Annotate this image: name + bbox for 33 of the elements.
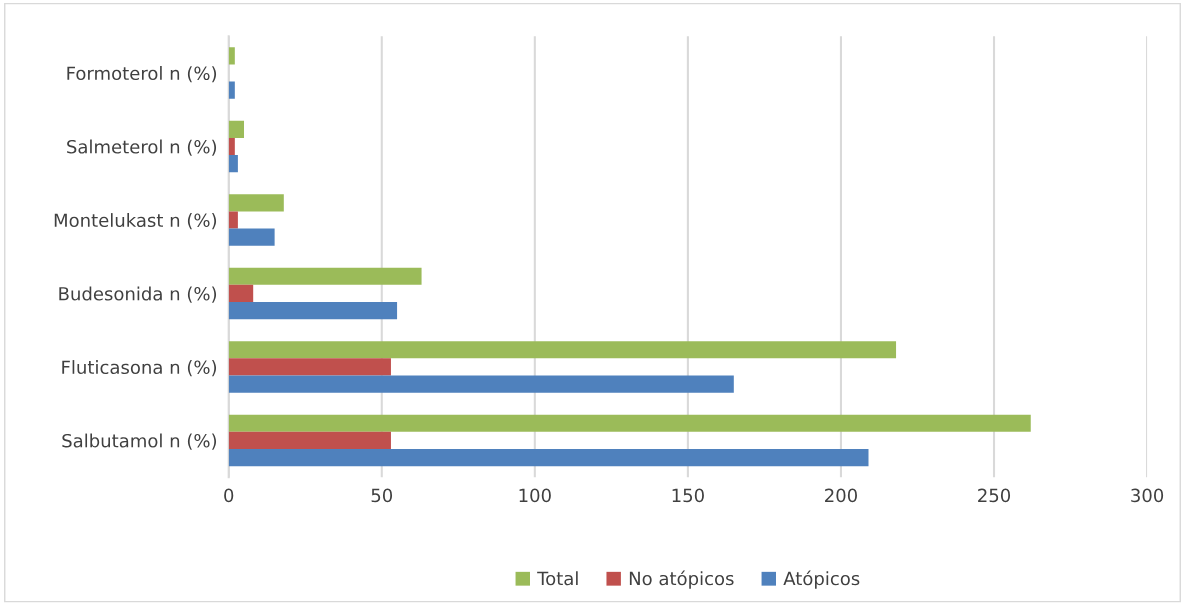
x-tick-label: 200 [825,488,857,503]
y-tick-label: Budesonida n (%) [59,286,217,303]
x-tick-label: 300 [1131,488,1164,503]
y-tick-label: Montelukast n (%) [54,213,217,230]
bar [228,81,235,99]
bar [228,120,245,138]
x-tick-label: 0 [224,488,234,503]
bar [228,228,275,246]
bar [228,375,734,393]
bar [228,284,254,303]
bar [228,267,422,285]
bar [228,358,391,376]
bar [228,155,238,173]
legend-label: No atópicos [629,570,734,589]
legend-label: Total [537,571,578,586]
bar [228,341,897,359]
x-tick-label: 250 [978,488,1011,503]
x-tick-label: 100 [519,488,551,503]
bar [228,431,391,449]
y-tick-label: Salmeterol n (%) [67,139,217,156]
y-tick-label: Fluticasona n (%) [62,360,217,377]
bar [228,448,869,467]
bar [228,137,235,156]
y-tick-label: Formoterol n (%) [67,66,217,83]
bar [228,302,398,320]
y-tick-label: Salbutamol n (%) [62,433,217,450]
x-tick-label: 50 [371,488,393,503]
bar [228,194,284,212]
legend-label: Atópicos [783,570,860,589]
bar [228,211,238,229]
bar [228,47,235,65]
bar [228,414,1031,432]
x-tick-label: 150 [672,488,704,503]
